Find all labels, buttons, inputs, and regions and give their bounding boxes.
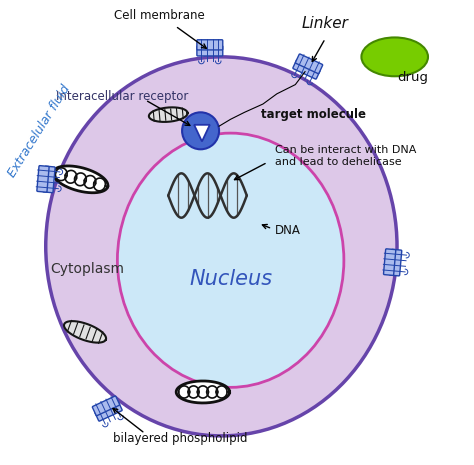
- FancyBboxPatch shape: [295, 54, 323, 73]
- Text: Extracelular fluid: Extracelular fluid: [5, 82, 73, 179]
- Polygon shape: [64, 321, 106, 343]
- FancyBboxPatch shape: [293, 60, 320, 79]
- Ellipse shape: [182, 113, 219, 149]
- Text: Nucleus: Nucleus: [189, 269, 272, 289]
- Text: drug: drug: [398, 71, 428, 84]
- Ellipse shape: [46, 57, 397, 436]
- FancyBboxPatch shape: [92, 396, 119, 416]
- FancyBboxPatch shape: [197, 46, 223, 56]
- Polygon shape: [53, 166, 108, 193]
- Text: Interacellular receptor: Interacellular receptor: [56, 90, 188, 103]
- FancyBboxPatch shape: [37, 166, 49, 192]
- Polygon shape: [149, 107, 188, 122]
- Text: Cell membrane: Cell membrane: [114, 9, 204, 22]
- FancyBboxPatch shape: [95, 401, 122, 421]
- Polygon shape: [194, 125, 210, 141]
- Text: DNA: DNA: [274, 224, 301, 237]
- Text: Linker: Linker: [302, 16, 349, 32]
- FancyBboxPatch shape: [43, 166, 55, 193]
- Text: target molecule: target molecule: [261, 108, 365, 121]
- Ellipse shape: [362, 38, 428, 76]
- Polygon shape: [176, 381, 229, 403]
- Text: Cytoplasm: Cytoplasm: [50, 262, 124, 277]
- Text: Can be interact with DNA
and lead to dehelicase: Can be interact with DNA and lead to deh…: [274, 146, 416, 167]
- FancyBboxPatch shape: [197, 40, 223, 50]
- Text: bilayered phospholipid: bilayered phospholipid: [112, 432, 247, 445]
- FancyBboxPatch shape: [383, 249, 396, 275]
- FancyBboxPatch shape: [390, 249, 402, 276]
- Ellipse shape: [118, 133, 344, 387]
